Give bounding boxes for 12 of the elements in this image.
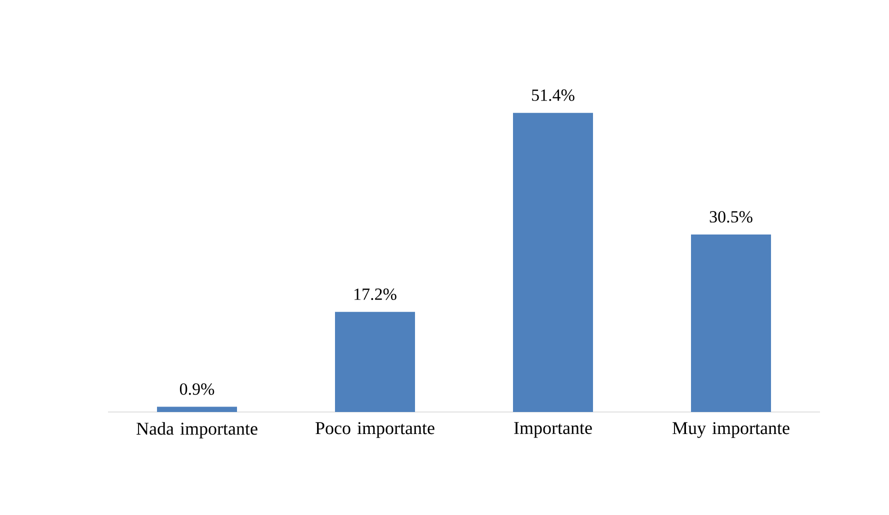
data-label: 17.2% bbox=[354, 288, 396, 300]
x-tick-label: Muy importante bbox=[672, 422, 790, 438]
bar bbox=[691, 234, 772, 412]
x-tick-label: Nada importante bbox=[136, 422, 258, 438]
data-label: 30.5% bbox=[710, 211, 752, 223]
bar bbox=[513, 112, 594, 412]
x-tick-label: Poco importante bbox=[316, 422, 434, 438]
bar bbox=[157, 406, 238, 412]
data-label: 51.4% bbox=[532, 89, 574, 101]
x-tick-label: Importante bbox=[514, 422, 592, 438]
data-label: 0.9% bbox=[180, 383, 214, 395]
bar bbox=[335, 312, 416, 412]
